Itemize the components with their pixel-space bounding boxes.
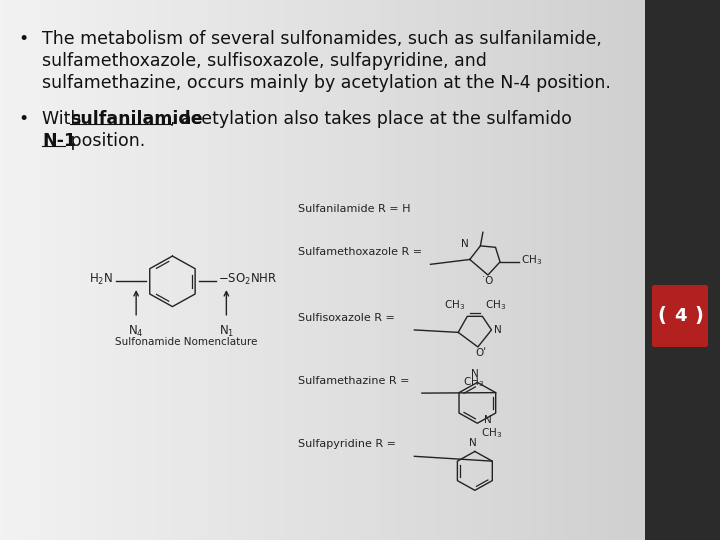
Text: Sulfamethoxazole R =: Sulfamethoxazole R = bbox=[299, 247, 423, 258]
Text: N: N bbox=[494, 325, 502, 335]
Text: CH$_3$: CH$_3$ bbox=[444, 299, 465, 313]
Text: CH$_3$: CH$_3$ bbox=[485, 299, 506, 313]
Text: N$_1$: N$_1$ bbox=[219, 324, 234, 339]
Text: sulfamethoxazole, sulfisoxazole, sulfapyridine, and: sulfamethoxazole, sulfisoxazole, sulfapy… bbox=[42, 52, 487, 70]
Text: •: • bbox=[18, 30, 28, 48]
Text: 4: 4 bbox=[674, 307, 686, 325]
Text: Sulfamethazine R =: Sulfamethazine R = bbox=[299, 376, 410, 386]
Text: CH$_3$: CH$_3$ bbox=[482, 426, 503, 440]
Text: , acetylation also takes place at the sulfamido: , acetylation also takes place at the su… bbox=[170, 110, 572, 128]
Text: H$_2$N: H$_2$N bbox=[89, 272, 114, 287]
Text: sulfamethazine, occurs mainly by acetylation at the N-4 position.: sulfamethazine, occurs mainly by acetyla… bbox=[42, 74, 611, 92]
Text: N$_4$: N$_4$ bbox=[128, 324, 144, 339]
Text: N-1: N-1 bbox=[42, 132, 76, 150]
Text: With: With bbox=[42, 110, 87, 128]
Text: Sulfapyridine R =: Sulfapyridine R = bbox=[299, 440, 397, 449]
Text: Sulfonamide Nomenclature: Sulfonamide Nomenclature bbox=[115, 337, 258, 347]
Text: N: N bbox=[484, 415, 492, 425]
Text: sulfanilamide: sulfanilamide bbox=[70, 110, 202, 128]
Bar bbox=[645, 0, 720, 540]
Text: N: N bbox=[469, 438, 477, 448]
Text: ): ) bbox=[694, 307, 703, 326]
Text: •: • bbox=[18, 110, 28, 128]
Text: Sulfisoxazole R =: Sulfisoxazole R = bbox=[299, 313, 395, 323]
Text: N: N bbox=[461, 239, 469, 249]
Text: $-$SO$_2$NHR: $-$SO$_2$NHR bbox=[218, 272, 277, 287]
Text: ˙O: ˙O bbox=[481, 276, 494, 287]
FancyBboxPatch shape bbox=[652, 285, 708, 347]
Text: (: ( bbox=[657, 307, 666, 326]
Text: N: N bbox=[472, 368, 480, 379]
Text: Sulfanilamide R = H: Sulfanilamide R = H bbox=[299, 204, 411, 214]
Text: CH$_3$: CH$_3$ bbox=[521, 254, 542, 267]
Text: Oʹ: Oʹ bbox=[475, 348, 487, 359]
Text: The metabolism of several sulfonamides, such as sulfanilamide,: The metabolism of several sulfonamides, … bbox=[42, 30, 602, 48]
Text: position.: position. bbox=[65, 132, 145, 150]
Text: CH$_3$: CH$_3$ bbox=[463, 375, 485, 389]
